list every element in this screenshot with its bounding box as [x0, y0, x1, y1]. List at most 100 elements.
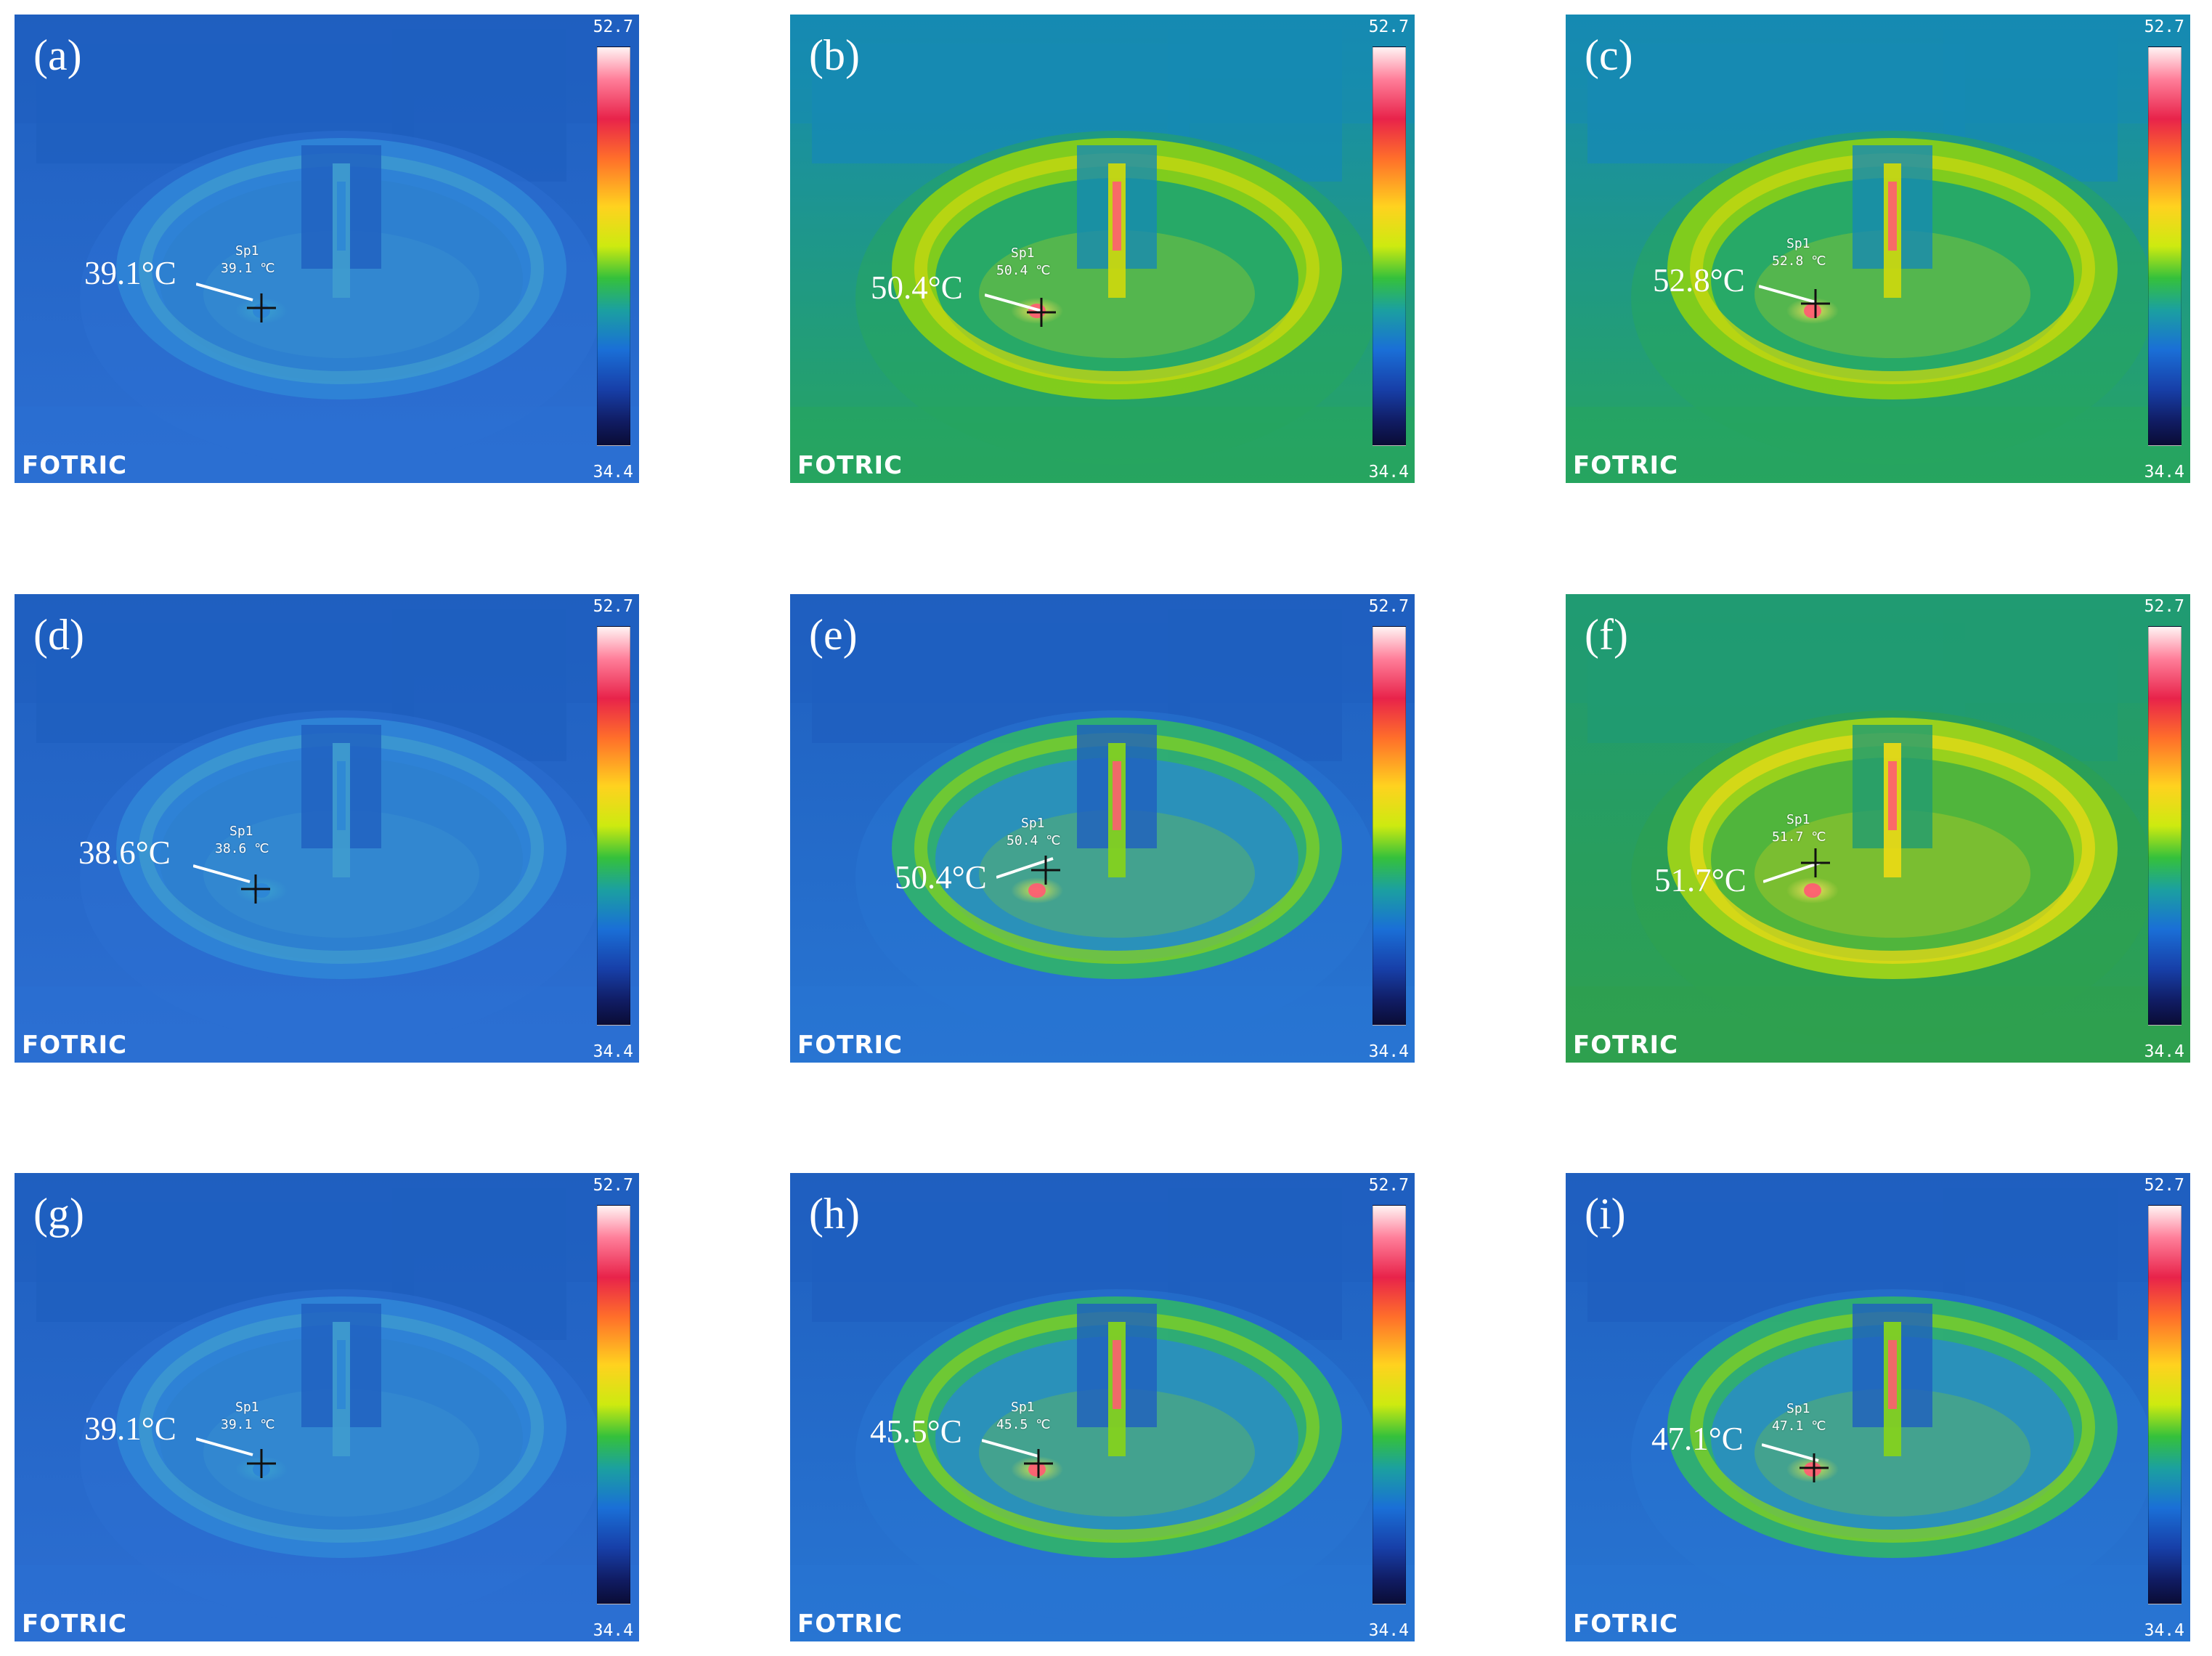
crosshair-icon [241, 874, 270, 904]
scale-min-label: 34.4 [2144, 463, 2184, 482]
panel-label-c: (c) [1585, 31, 1633, 79]
leader-line [193, 864, 251, 883]
crosshair-icon [247, 293, 276, 322]
panel-label-g: (g) [33, 1190, 84, 1238]
scale-max-label: 52.7 [1368, 1176, 1409, 1195]
spot-name-label: Sp1 [1011, 1400, 1035, 1415]
brand-watermark: FOTRIC [797, 1031, 903, 1060]
thermal-image-i [1566, 1173, 2190, 1641]
brand-watermark: FOTRIC [22, 451, 128, 480]
thermal-image-b [790, 15, 1415, 483]
crosshair-icon [1027, 298, 1056, 327]
leader-line [196, 1437, 253, 1456]
leader-line [1763, 861, 1821, 883]
scale-max-label: 52.7 [593, 17, 633, 36]
brand-watermark: FOTRIC [1573, 1031, 1679, 1060]
scale-min-label: 34.4 [593, 463, 633, 482]
temperature-callout-h: 45.5°C [870, 1413, 962, 1450]
scale-max-label: 52.7 [593, 1176, 633, 1195]
temperature-callout-d: 38.6°C [78, 835, 171, 871]
thermal-image-h [790, 1173, 1415, 1641]
color-scale-bar [1373, 1205, 1406, 1604]
brand-watermark: FOTRIC [1573, 1610, 1679, 1639]
crosshair-icon [1031, 856, 1060, 885]
scale-min-label: 34.4 [2144, 1042, 2184, 1061]
crosshair-icon [1024, 1449, 1053, 1478]
spot-reading-label: 50.4 ℃ [1007, 833, 1061, 848]
brand-watermark: FOTRIC [22, 1031, 128, 1060]
spot-reading-label: 50.4 ℃ [996, 263, 1051, 278]
spot-reading-label: 45.5 ℃ [996, 1417, 1051, 1432]
scale-max-label: 52.7 [2144, 597, 2184, 616]
leader-line [996, 857, 1054, 879]
thermal-image-f [1566, 594, 2190, 1063]
panel-d: (d) 52.7 34.4 FOTRIC Sp1 38.6 ℃ 38.6°C [15, 594, 639, 1063]
panel-label-e: (e) [809, 611, 858, 659]
panel-label-b: (b) [809, 31, 860, 79]
panel-g: (g) 52.7 34.4 FOTRIC Sp1 39.1 ℃ 39.1°C [15, 1173, 639, 1641]
panel-label-a: (a) [33, 31, 82, 79]
color-scale-bar [597, 1205, 630, 1604]
crosshair-icon [247, 1449, 276, 1478]
brand-watermark: FOTRIC [22, 1610, 128, 1639]
spot-name-label: Sp1 [235, 243, 259, 259]
panel-label-i: (i) [1585, 1190, 1626, 1238]
panel-f: (f) 52.7 34.4 FOTRIC Sp1 51.7 ℃ 51.7°C [1566, 594, 2190, 1063]
panel-label-f: (f) [1585, 611, 1628, 659]
color-scale-bar [2148, 1205, 2181, 1604]
spot-reading-label: 39.1 ℃ [221, 1417, 275, 1432]
temperature-callout-e: 50.4°C [895, 859, 987, 896]
scale-min-label: 34.4 [1368, 1042, 1409, 1061]
brand-watermark: FOTRIC [1573, 451, 1679, 480]
temperature-callout-b: 50.4°C [871, 269, 963, 306]
panel-h: (h) 52.7 34.4 FOTRIC Sp1 45.5 ℃ 45.5°C [790, 1173, 1415, 1641]
panel-i: (i) 52.7 34.4 FOTRIC Sp1 47.1 ℃ 47.1°C [1566, 1173, 2190, 1641]
panel-label-d: (d) [33, 611, 84, 659]
leader-line [1762, 1443, 1819, 1462]
panel-a: (a) 52.7 34.4 FOTRIC Sp1 39.1 ℃ 39.1°C [15, 15, 639, 483]
spot-name-label: Sp1 [229, 824, 253, 839]
panel-label-h: (h) [809, 1190, 860, 1238]
scale-max-label: 52.7 [2144, 17, 2184, 36]
scale-max-label: 52.7 [593, 597, 633, 616]
thermal-image-c [1566, 15, 2190, 483]
spot-reading-label: 51.7 ℃ [1772, 829, 1826, 845]
scale-min-label: 34.4 [1368, 463, 1409, 482]
temperature-callout-g: 39.1°C [84, 1411, 176, 1447]
color-scale-bar [2148, 626, 2181, 1026]
brand-watermark: FOTRIC [797, 451, 903, 480]
spot-name-label: Sp1 [1786, 1401, 1810, 1416]
thermal-image-d [15, 594, 639, 1063]
leader-line [1759, 285, 1816, 304]
temperature-callout-a: 39.1°C [84, 255, 176, 291]
temperature-callout-i: 47.1°C [1651, 1421, 1744, 1457]
crosshair-icon [1801, 848, 1830, 877]
spot-name-label: Sp1 [1786, 812, 1810, 827]
leader-line [985, 293, 1042, 312]
scale-max-label: 52.7 [1368, 17, 1409, 36]
scale-min-label: 34.4 [2144, 1621, 2184, 1640]
spot-name-label: Sp1 [1021, 816, 1045, 831]
spot-name-label: Sp1 [1011, 245, 1035, 261]
brand-watermark: FOTRIC [797, 1610, 903, 1639]
spot-name-label: Sp1 [235, 1400, 259, 1415]
crosshair-icon [1801, 289, 1830, 318]
thermal-image-a [15, 15, 639, 483]
spot-reading-label: 39.1 ℃ [221, 261, 275, 276]
leader-line [982, 1439, 1039, 1458]
panel-c: (c) 52.7 34.4 FOTRIC Sp1 52.8 ℃ 52.8°C [1566, 15, 2190, 483]
spot-reading-label: 47.1 ℃ [1772, 1418, 1826, 1434]
scale-min-label: 34.4 [1368, 1621, 1409, 1640]
color-scale-bar [597, 46, 630, 446]
color-scale-bar [1373, 626, 1406, 1026]
scale-min-label: 34.4 [593, 1042, 633, 1061]
color-scale-bar [1373, 46, 1406, 446]
spot-reading-label: 38.6 ℃ [215, 841, 269, 856]
crosshair-icon [1800, 1453, 1829, 1482]
spot-reading-label: 52.8 ℃ [1772, 253, 1826, 269]
scale-max-label: 52.7 [1368, 597, 1409, 616]
color-scale-bar [2148, 46, 2181, 446]
color-scale-bar [597, 626, 630, 1026]
thermal-image-e [790, 594, 1415, 1063]
temperature-callout-c: 52.8°C [1653, 262, 1745, 299]
